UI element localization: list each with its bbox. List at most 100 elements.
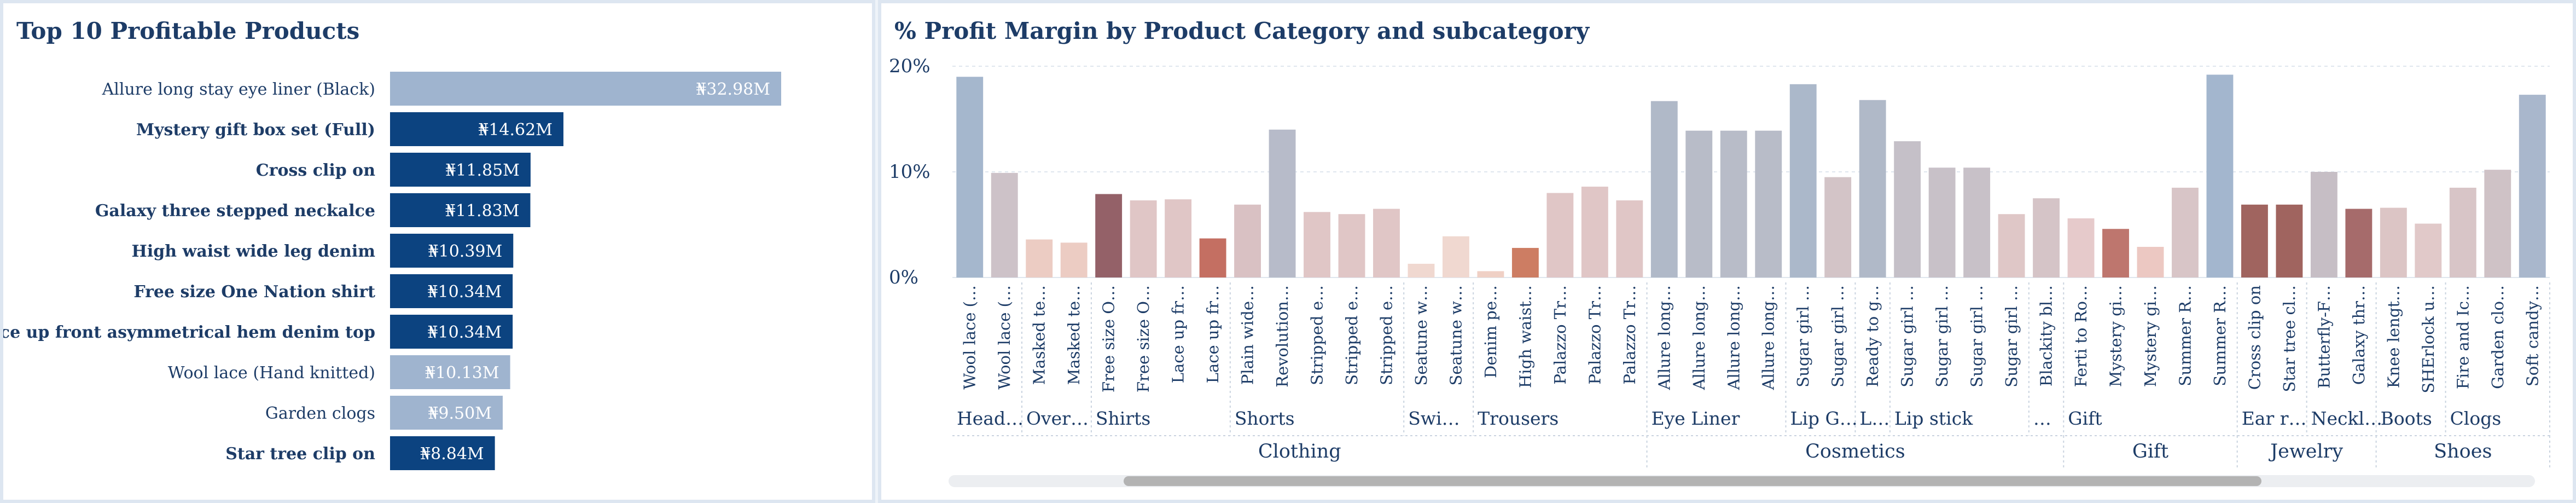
product-value-label: ₦9.50M xyxy=(428,404,492,423)
product-value-label: ₦11.83M xyxy=(445,201,520,221)
margin-bar[interactable] xyxy=(2415,223,2442,277)
product-bar[interactable] xyxy=(390,396,503,430)
margin-bar[interactable] xyxy=(2172,187,2199,277)
margin-bar[interactable] xyxy=(1373,209,1400,277)
x-category-label: Sugar girl … xyxy=(1898,285,1917,388)
margin-bar[interactable] xyxy=(1165,199,1192,277)
margin-bar[interactable] xyxy=(1304,212,1330,277)
product-bar[interactable] xyxy=(390,315,513,349)
margin-bar[interactable] xyxy=(1546,193,1574,277)
x-category-label: High waist… xyxy=(1516,285,1534,388)
x-category-label: Masked te… xyxy=(1065,285,1083,385)
x-category-label: Masked te… xyxy=(1030,285,1049,385)
margin-bar[interactable] xyxy=(1720,130,1747,278)
category-label: Jewelry xyxy=(2269,441,2343,462)
margin-bar[interactable] xyxy=(1894,141,1921,277)
margin-bar[interactable] xyxy=(1511,247,1539,277)
product-bar[interactable] xyxy=(390,274,513,308)
product-label: Garden clogs xyxy=(265,404,375,423)
product-label: High waist wide leg denim xyxy=(132,242,376,261)
category-label: Shoes xyxy=(2434,441,2492,462)
product-bar[interactable] xyxy=(390,153,531,187)
x-category-label: Palazzo Tr… xyxy=(1585,285,1604,385)
x-category-label: SHErlock u… xyxy=(2419,285,2438,394)
margin-bar[interactable] xyxy=(1130,200,1157,277)
margin-bar[interactable] xyxy=(1616,200,1643,277)
scrollbar-thumb[interactable] xyxy=(1124,476,2261,486)
subcategory-label: Boots xyxy=(2381,408,2432,429)
product-value-label: ₦10.39M xyxy=(428,242,503,261)
margin-bar[interactable] xyxy=(2206,74,2234,277)
margin-bar[interactable] xyxy=(2067,218,2095,277)
margin-bar[interactable] xyxy=(1095,194,1123,277)
x-category-label: Plain wide… xyxy=(1238,285,1257,385)
x-category-label: Palazzo Tr… xyxy=(1551,285,1569,385)
margin-bar[interactable] xyxy=(2137,247,2164,277)
margin-bar[interactable] xyxy=(1060,242,1088,277)
x-category-label: Free size O… xyxy=(1134,285,1153,392)
margin-bar[interactable] xyxy=(2310,172,2337,277)
margin-bar[interactable] xyxy=(1789,84,1817,277)
margin-bar[interactable] xyxy=(2241,204,2268,277)
margin-bar[interactable] xyxy=(2033,198,2060,277)
category-label: Clothing xyxy=(1258,441,1341,462)
margin-bar[interactable] xyxy=(1269,129,1296,278)
margin-bar[interactable] xyxy=(1581,187,1608,277)
margin-bar[interactable] xyxy=(1928,167,1956,277)
margin-bar[interactable] xyxy=(1338,214,1365,277)
product-bar[interactable] xyxy=(390,355,510,389)
margin-bar[interactable] xyxy=(991,172,1018,277)
x-category-label: Lace up fr… xyxy=(1169,285,1188,383)
margin-bar[interactable] xyxy=(2102,229,2129,277)
margin-bar[interactable] xyxy=(2519,95,2546,278)
margin-bar[interactable] xyxy=(1026,239,1053,277)
product-value-label: ₦10.13M xyxy=(425,363,499,383)
margin-bar[interactable] xyxy=(1998,214,2025,277)
margin-bar[interactable] xyxy=(1408,263,1435,277)
product-bar[interactable] xyxy=(390,193,531,227)
y-tick-label: 10% xyxy=(889,161,931,183)
top-products-title: Top 10 Profitable Products xyxy=(16,18,360,44)
margin-bar[interactable] xyxy=(956,77,984,278)
x-category-label: Sugar girl … xyxy=(1829,285,1847,388)
profit-margin-panel: % Profit Margin by Product Category and … xyxy=(878,0,2576,503)
x-category-label: Fire and Ic… xyxy=(2453,285,2472,389)
x-category-label: Stripped e… xyxy=(1377,285,1395,385)
margin-bar[interactable] xyxy=(2449,187,2476,277)
margin-bar[interactable] xyxy=(1234,204,1261,277)
subcategory-label: … xyxy=(2033,408,2051,429)
x-category-label: Allure long… xyxy=(1655,285,1673,390)
margin-bar[interactable] xyxy=(2484,170,2511,277)
x-category-label: Star tree cl… xyxy=(2280,285,2299,392)
subcategory-label: Ear r… xyxy=(2242,408,2307,429)
margin-bar[interactable] xyxy=(1650,101,1678,277)
margin-bar[interactable] xyxy=(1824,177,1852,277)
margin-bar[interactable] xyxy=(1963,167,1991,277)
margin-bar[interactable] xyxy=(1442,236,1469,277)
x-category-label: Wool lace (… xyxy=(961,285,979,390)
margin-bar[interactable] xyxy=(1477,271,1504,277)
subcategory-label: Eye Liner xyxy=(1652,408,1740,429)
margin-bar[interactable] xyxy=(1859,100,1886,277)
product-bar[interactable] xyxy=(390,72,781,106)
product-label: Wool lace (Hand knitted) xyxy=(168,363,375,383)
x-category-label: Palazzo Tr… xyxy=(1620,285,1639,385)
margin-bar[interactable] xyxy=(2380,207,2407,277)
product-bar[interactable] xyxy=(390,112,563,146)
product-value-label: ₦32.98M xyxy=(696,80,770,99)
subcategory-label: Shorts xyxy=(1235,408,1295,429)
margin-bar[interactable] xyxy=(1685,130,1713,278)
product-bar[interactable] xyxy=(390,436,495,470)
margin-bar[interactable] xyxy=(2345,209,2373,277)
subcategory-label: Neckl… xyxy=(2311,408,2382,429)
product-label: Allure long stay eye liner (Black) xyxy=(102,80,375,99)
subcategory-label: Lip stick xyxy=(1894,408,1973,429)
margin-bar[interactable] xyxy=(2276,204,2303,277)
subcategory-label: L… xyxy=(1859,408,1889,429)
margin-bar[interactable] xyxy=(1755,130,1782,278)
x-category-label: Ready to g… xyxy=(1863,285,1882,387)
margin-bar[interactable] xyxy=(1199,238,1226,277)
x-category-label: Blackity bl… xyxy=(2037,285,2056,386)
product-bar[interactable] xyxy=(390,234,514,268)
x-category-label: Sugar girl … xyxy=(1968,285,1986,388)
